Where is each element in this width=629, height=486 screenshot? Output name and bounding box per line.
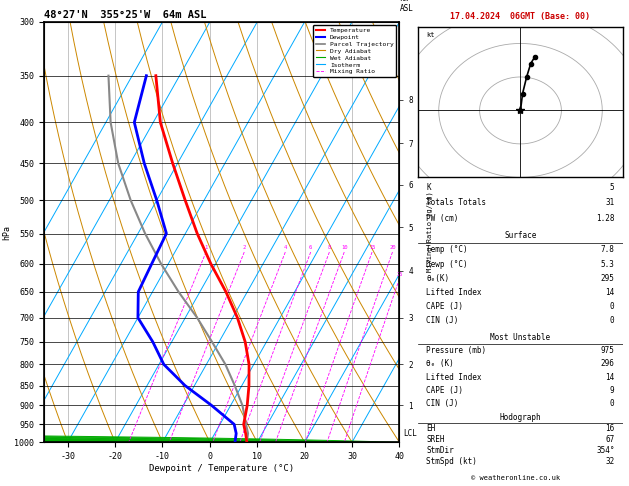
Text: Totals Totals: Totals Totals bbox=[426, 198, 487, 208]
Text: Hodograph: Hodograph bbox=[499, 413, 542, 422]
X-axis label: Dewpoint / Temperature (°C): Dewpoint / Temperature (°C) bbox=[149, 464, 294, 473]
Text: 4: 4 bbox=[284, 245, 287, 250]
Legend: Temperature, Dewpoint, Parcel Trajectory, Dry Adiabat, Wet Adiabat, Isotherm, Mi: Temperature, Dewpoint, Parcel Trajectory… bbox=[313, 25, 396, 77]
Text: 7.8: 7.8 bbox=[601, 245, 615, 254]
Text: CIN (J): CIN (J) bbox=[426, 316, 459, 326]
Text: 354°: 354° bbox=[596, 446, 615, 455]
Text: 8: 8 bbox=[328, 245, 331, 250]
Text: CAPE (J): CAPE (J) bbox=[426, 386, 464, 395]
Text: 5.3: 5.3 bbox=[601, 260, 615, 268]
Text: Dewp (°C): Dewp (°C) bbox=[426, 260, 468, 268]
Text: Lifted Index: Lifted Index bbox=[426, 373, 482, 382]
Text: 32: 32 bbox=[605, 457, 615, 466]
Text: K: K bbox=[426, 183, 431, 192]
Text: 14: 14 bbox=[605, 373, 615, 382]
Text: StmSpd (kt): StmSpd (kt) bbox=[426, 457, 477, 466]
Text: 296: 296 bbox=[601, 359, 615, 368]
Text: CIN (J): CIN (J) bbox=[426, 399, 459, 409]
Text: SREH: SREH bbox=[426, 435, 445, 444]
Text: 16: 16 bbox=[605, 424, 615, 433]
Text: 0: 0 bbox=[610, 316, 615, 326]
Text: Lifted Index: Lifted Index bbox=[426, 288, 482, 297]
Text: PW (cm): PW (cm) bbox=[426, 214, 459, 223]
Text: Pressure (mb): Pressure (mb) bbox=[426, 346, 487, 355]
Text: 20: 20 bbox=[389, 245, 396, 250]
Text: 0: 0 bbox=[610, 399, 615, 409]
Text: 15: 15 bbox=[369, 245, 376, 250]
Text: Most Unstable: Most Unstable bbox=[491, 332, 550, 342]
Text: 67: 67 bbox=[605, 435, 615, 444]
Text: kt: kt bbox=[426, 32, 435, 38]
Text: 2: 2 bbox=[243, 245, 246, 250]
Text: 6: 6 bbox=[309, 245, 313, 250]
Text: 5: 5 bbox=[610, 183, 615, 192]
Text: 1: 1 bbox=[204, 245, 208, 250]
Text: Surface: Surface bbox=[504, 231, 537, 240]
Text: km
ASL: km ASL bbox=[399, 0, 413, 14]
Text: 31: 31 bbox=[605, 198, 615, 208]
Text: EH: EH bbox=[426, 424, 436, 433]
Text: 1.28: 1.28 bbox=[596, 214, 615, 223]
Text: Mixing Ratio (g/kg): Mixing Ratio (g/kg) bbox=[426, 191, 433, 273]
Text: LCL: LCL bbox=[403, 429, 417, 438]
Text: © weatheronline.co.uk: © weatheronline.co.uk bbox=[471, 475, 560, 481]
Text: 14: 14 bbox=[605, 288, 615, 297]
Text: 10: 10 bbox=[341, 245, 347, 250]
Text: θₑ (K): θₑ (K) bbox=[426, 359, 454, 368]
Text: 0: 0 bbox=[610, 302, 615, 311]
Text: 9: 9 bbox=[610, 386, 615, 395]
Text: StmDir: StmDir bbox=[426, 446, 454, 455]
Y-axis label: hPa: hPa bbox=[3, 225, 11, 240]
Text: 17.04.2024  06GMT (Base: 00): 17.04.2024 06GMT (Base: 00) bbox=[450, 12, 591, 21]
Text: 295: 295 bbox=[601, 274, 615, 283]
Text: 48°27'N  355°25'W  64m ASL: 48°27'N 355°25'W 64m ASL bbox=[44, 10, 206, 20]
Text: θₑ(K): θₑ(K) bbox=[426, 274, 450, 283]
Text: Temp (°C): Temp (°C) bbox=[426, 245, 468, 254]
Text: 975: 975 bbox=[601, 346, 615, 355]
Text: 25: 25 bbox=[396, 272, 403, 277]
Text: CAPE (J): CAPE (J) bbox=[426, 302, 464, 311]
